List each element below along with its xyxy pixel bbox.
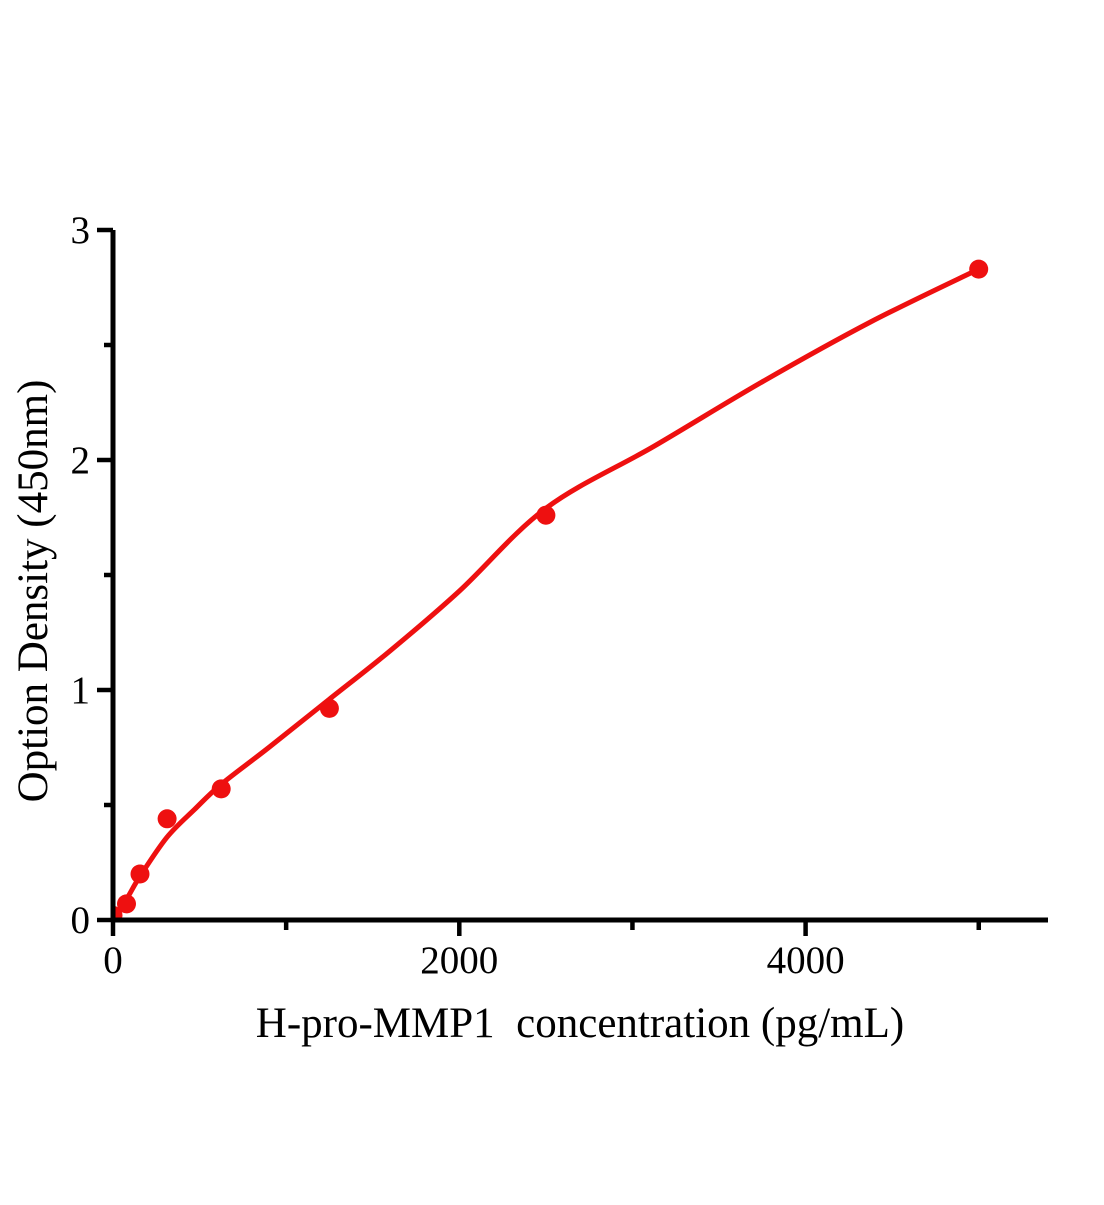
data-point xyxy=(211,779,231,799)
data-point xyxy=(319,698,339,718)
y-tick-label: 0 xyxy=(71,899,91,942)
x-axis-title: H-pro-MMP1 concentration (pg/mL) xyxy=(256,1000,904,1047)
y-axis-ticks xyxy=(97,227,113,923)
data-point xyxy=(536,505,556,525)
x-axis-ticks xyxy=(110,920,981,936)
data-point xyxy=(114,906,123,920)
y-tick-label: 3 xyxy=(71,209,91,252)
y-axis-title: Option Density (450nm) xyxy=(10,380,57,803)
data-series-layer xyxy=(114,259,989,920)
data-points xyxy=(114,259,989,920)
y-tick-label: 1 xyxy=(71,669,91,712)
y-tick-label: 2 xyxy=(71,439,91,482)
data-point xyxy=(157,809,177,829)
data-point xyxy=(130,864,150,884)
x-tick-label: 0 xyxy=(103,939,123,982)
data-point xyxy=(969,259,989,279)
x-axis-tick-labels: 0 2000 4000 xyxy=(103,939,844,982)
x-tick-label: 4000 xyxy=(767,939,845,982)
x-tick-label: 2000 xyxy=(420,939,498,982)
data-point xyxy=(117,894,136,914)
axes xyxy=(110,230,1048,923)
y-axis-tick-labels: 0 1 2 3 xyxy=(71,209,91,942)
fit-curve-line xyxy=(114,266,982,920)
